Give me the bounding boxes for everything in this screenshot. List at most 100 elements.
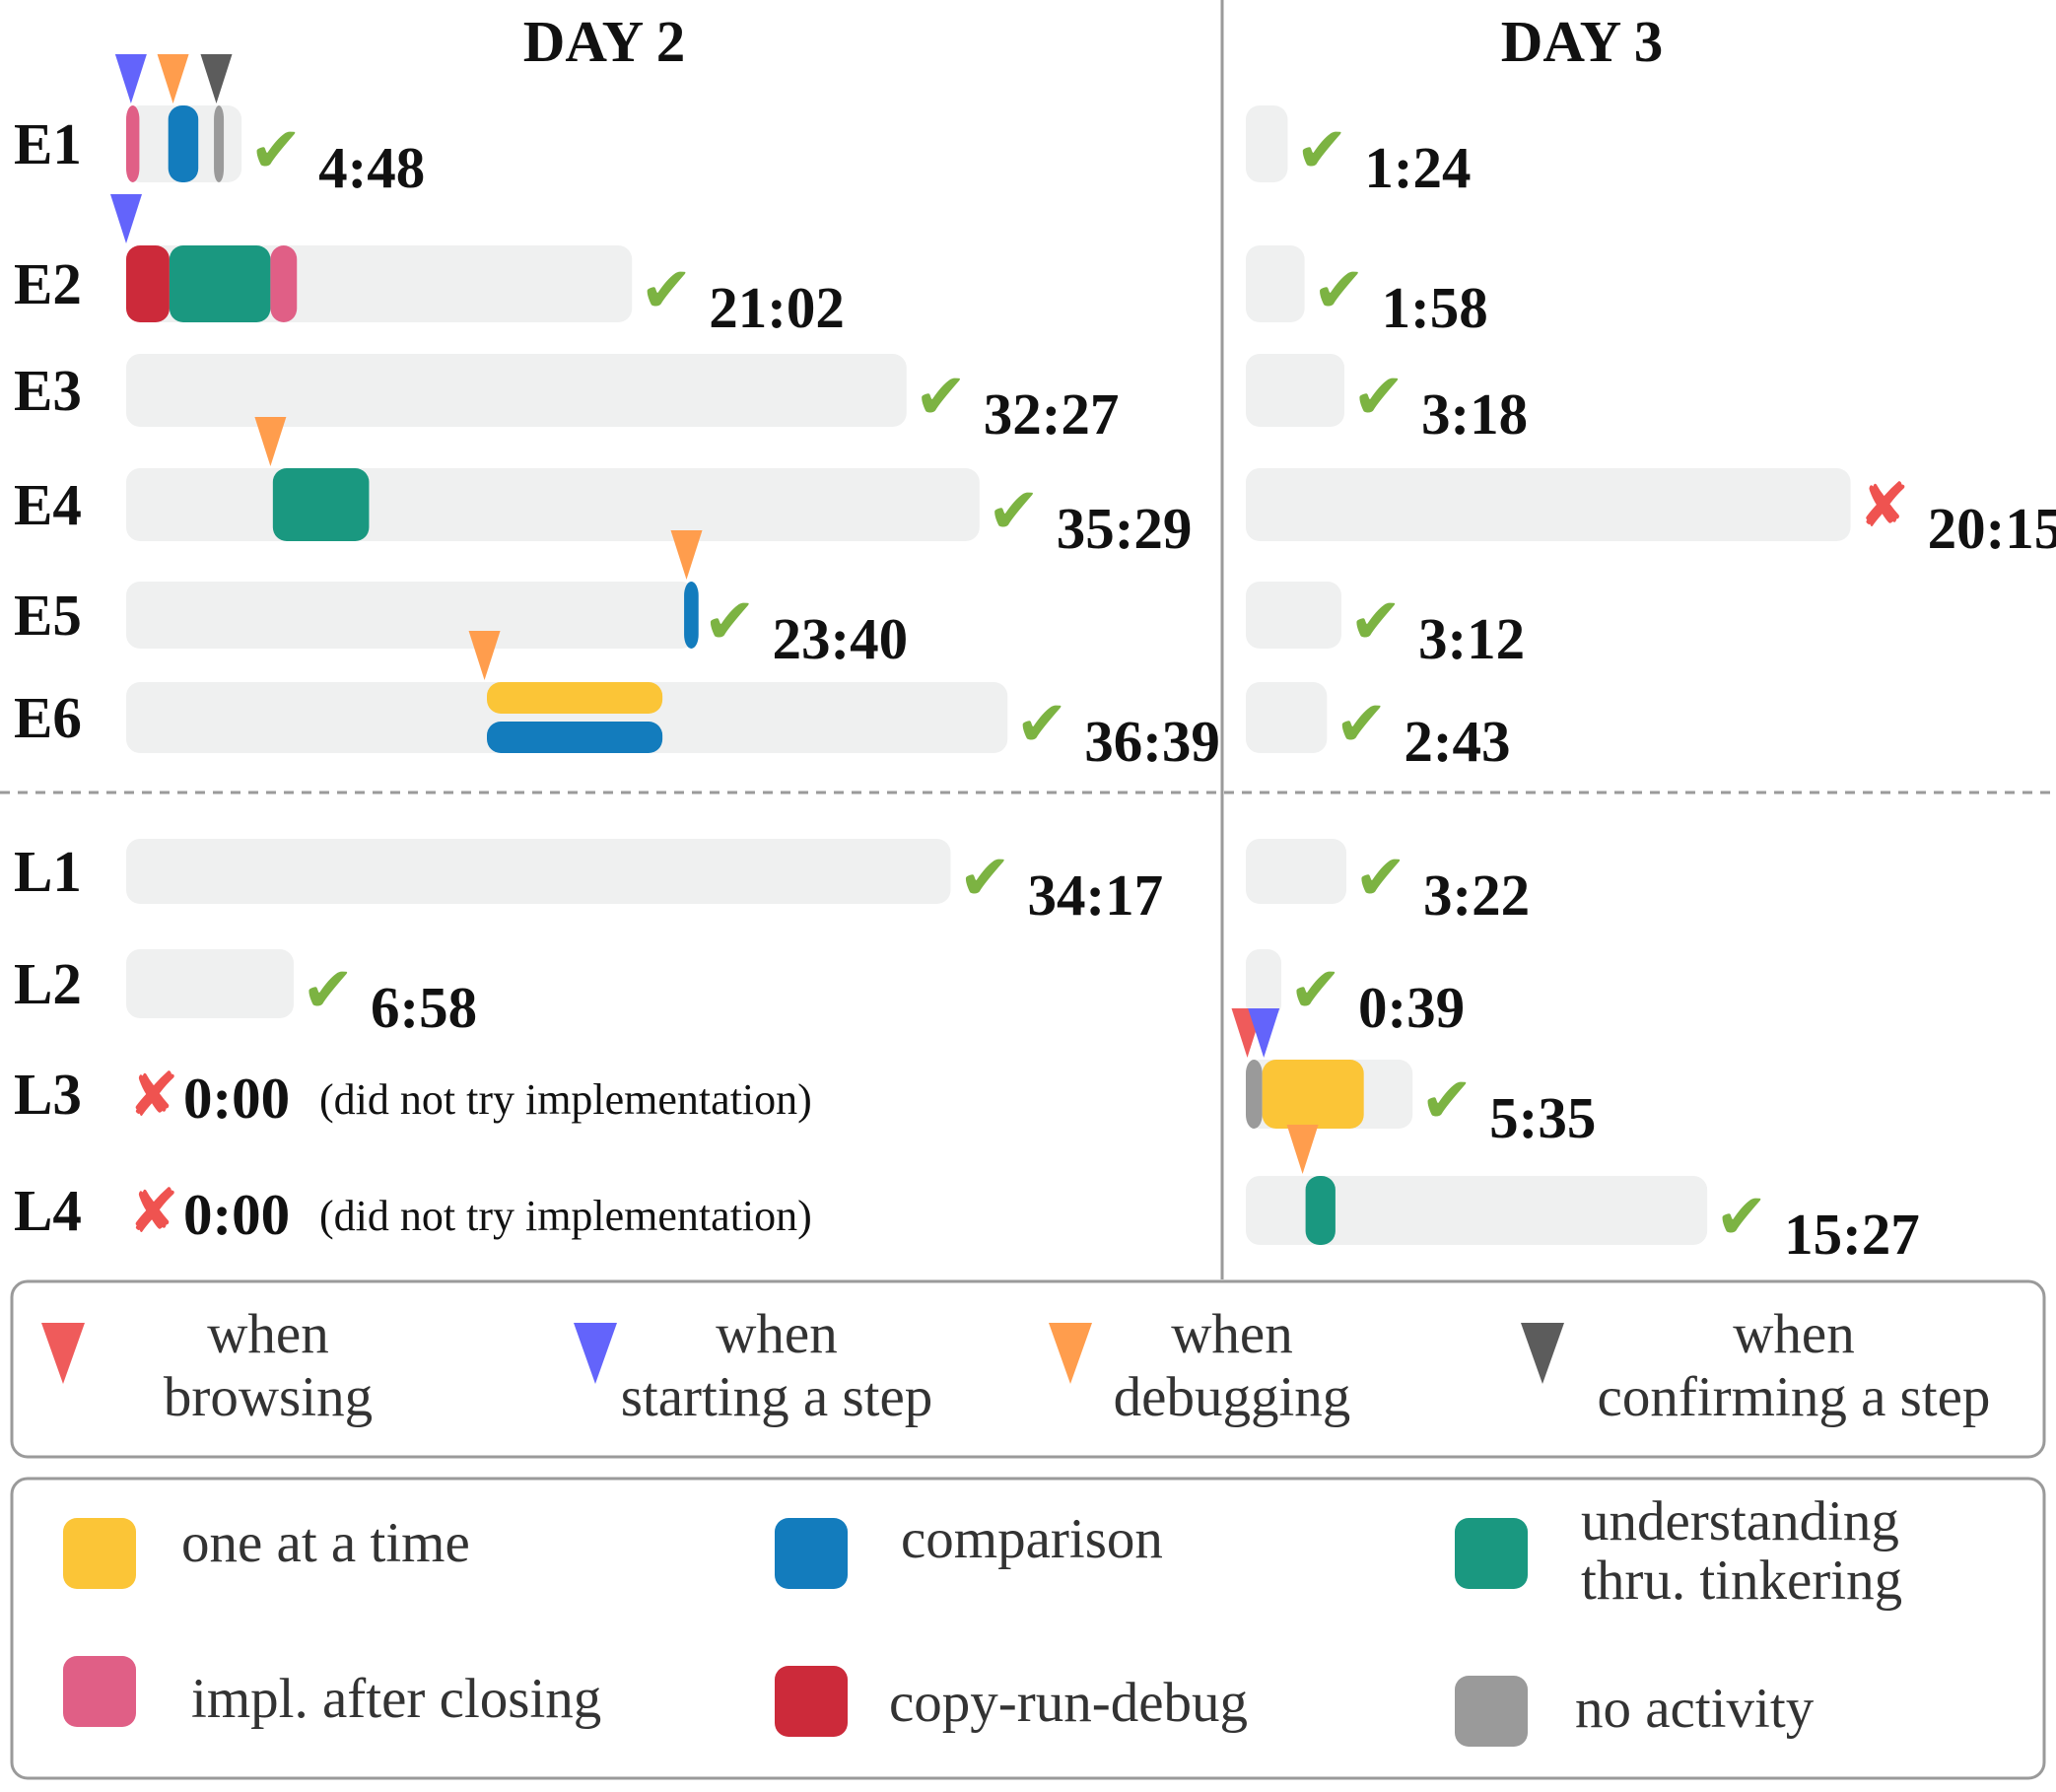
row-e4-day2-segment-tinkering-0 xyxy=(272,468,370,541)
row-label-e2: E2 xyxy=(14,251,82,316)
row-label-l1: L1 xyxy=(14,839,82,904)
row-e6-day2-time-label: 36:39 xyxy=(1084,709,1220,774)
row-e5-day2-check-mark: ✔ xyxy=(703,586,756,658)
row-l4-day3-time-label: 15:27 xyxy=(1784,1202,1920,1267)
row-l3-day2-time-label: 0:00 xyxy=(183,1066,290,1131)
row-e1-day2-time-label: 4:48 xyxy=(318,135,425,200)
row-label-l2: L2 xyxy=(14,951,82,1016)
row-l2-day2-bar-background xyxy=(126,949,294,1018)
row-label-l3: L3 xyxy=(14,1062,82,1127)
row-l2-day3-time-label: 0:39 xyxy=(1358,975,1465,1040)
row-e2-day3-time-label: 1:58 xyxy=(1382,275,1488,340)
row-e4-day2-marker-debugging-0 xyxy=(254,417,287,466)
row-e3-day2-check-mark: ✔ xyxy=(915,361,968,434)
row-l1-day2-check-mark: ✔ xyxy=(959,842,1012,915)
row-e1-day2-marker-starting-0 xyxy=(114,54,147,103)
row-e6-day2-segment-onetime-0 xyxy=(487,682,663,714)
row-e5-day3-bar-background xyxy=(1246,582,1341,649)
legend-marker-starting-line2: starting a step xyxy=(621,1366,933,1428)
row-e1-day3-time-label: 1:24 xyxy=(1364,135,1471,200)
legend-swatch-comparison xyxy=(775,1518,848,1589)
row-e4-day3-time-label: 20:15 xyxy=(1928,496,2056,561)
row-label-e3: E3 xyxy=(14,358,82,423)
legend-marker-browsing-line1: when xyxy=(207,1303,328,1365)
row-e6-day3-bar-background xyxy=(1246,682,1328,753)
row-label-e6: E6 xyxy=(14,685,82,750)
row-e3-day3-time-label: 3:18 xyxy=(1421,381,1528,447)
legend-marker-confirming-line2: confirming a step xyxy=(1598,1366,1991,1428)
row-e1-day3-check-mark: ✔ xyxy=(1295,114,1348,187)
row-l2-day3-check-mark: ✔ xyxy=(1289,954,1342,1027)
row-e2-day2-time-label: 21:02 xyxy=(709,275,845,340)
row-e3-day3-check-mark: ✔ xyxy=(1352,361,1405,434)
row-e1-day2-marker-debugging-1 xyxy=(157,54,189,103)
row-e2-day3-check-mark: ✔ xyxy=(1313,254,1366,327)
legend-marker-browsing-line2: browsing xyxy=(164,1366,373,1428)
row-l1-day2-time-label: 34:17 xyxy=(1028,862,1164,928)
row-e2-day2-segment-impl-2 xyxy=(270,245,298,322)
row-e3-day2-bar-background xyxy=(126,354,907,427)
row-l3-day3-time-label: 5:35 xyxy=(1489,1085,1596,1150)
row-e4-day2-check-mark: ✔ xyxy=(988,475,1041,548)
legend-marker-debugging-line2: debugging xyxy=(1114,1366,1351,1428)
legend-marker-starting-icon xyxy=(574,1323,617,1384)
row-l3-day2-cross-mark: ✘ xyxy=(128,1059,179,1131)
row-label-l4: L4 xyxy=(14,1178,82,1243)
row-l4-day3-check-mark: ✔ xyxy=(1715,1181,1768,1254)
row-l1-day3-bar-background xyxy=(1246,839,1347,904)
row-e4-day2-time-label: 35:29 xyxy=(1057,496,1193,561)
legend-swatch-onetime xyxy=(63,1518,136,1589)
row-l3-day3-check-mark: ✔ xyxy=(1420,1065,1473,1137)
row-l4-day2-time-label: 0:00 xyxy=(183,1182,290,1247)
row-l1-day3-time-label: 3:22 xyxy=(1423,862,1530,928)
legend-label-none-0: no activity xyxy=(1575,1678,1815,1740)
row-e1-day2-marker-confirming-2 xyxy=(200,54,233,103)
row-e4-day3-cross-mark: ✘ xyxy=(1859,469,1910,541)
row-l4-day2-cross-mark: ✘ xyxy=(128,1175,179,1247)
row-l3-day3-marker-starting-1 xyxy=(1248,1008,1280,1058)
row-e1-day2-segment-comparison-1 xyxy=(168,105,199,182)
row-e3-day2-time-label: 32:27 xyxy=(984,381,1120,447)
row-e1-day2-segment-impl-0 xyxy=(126,105,140,182)
row-e6-day3-check-mark: ✔ xyxy=(1335,688,1388,761)
row-l4-day3-segment-tinkering-0 xyxy=(1305,1176,1336,1245)
row-l4-day2-note-label: (did not try implementation) xyxy=(319,1192,812,1240)
day-title-day2: DAY 2 xyxy=(523,9,685,74)
row-e5-day2-time-label: 23:40 xyxy=(772,606,908,671)
row-e6-day2-check-mark: ✔ xyxy=(1015,688,1068,761)
row-e2-day2-marker-starting-0 xyxy=(110,194,142,243)
legend-swatch-impl xyxy=(63,1656,136,1727)
row-e2-day2-segment-tinkering-1 xyxy=(169,245,271,322)
row-l2-day3-bar-background xyxy=(1246,949,1281,1018)
row-e6-day3-time-label: 2:43 xyxy=(1404,709,1510,774)
row-e1-day3-bar-background xyxy=(1246,105,1288,182)
row-e2-day2-check-mark: ✔ xyxy=(640,254,693,327)
row-e2-day2-segment-copyrun-0 xyxy=(126,245,170,322)
row-l3-day2-note-label: (did not try implementation) xyxy=(319,1075,812,1124)
legend-label-impl-0: impl. after closing xyxy=(191,1668,601,1730)
legend-marker-debugging-icon xyxy=(1049,1323,1092,1384)
row-e4-day2-bar-background xyxy=(126,468,980,541)
category-legend-box xyxy=(10,1477,2046,1780)
row-l1-day2-bar-background xyxy=(126,839,951,904)
row-l3-day3-segment-none-0 xyxy=(1246,1060,1263,1129)
legend-label-tinkering-1: thru. tinkering xyxy=(1581,1550,1902,1612)
legend-marker-browsing-icon xyxy=(41,1323,85,1384)
row-e6-day2-bar-background xyxy=(126,682,1008,753)
legend-label-copyrun-0: copy-run-debug xyxy=(889,1672,1248,1734)
legend-swatch-tinkering xyxy=(1455,1518,1528,1589)
legend-marker-debugging-line1: when xyxy=(1171,1303,1292,1365)
row-e2-day3-bar-background xyxy=(1246,245,1305,322)
legend-marker-confirming-icon xyxy=(1521,1323,1564,1384)
legend-swatch-copyrun xyxy=(775,1666,848,1737)
row-label-e1: E1 xyxy=(14,111,82,176)
row-e5-day2-bar-background xyxy=(126,582,696,649)
row-label-e5: E5 xyxy=(14,583,82,648)
row-e6-day2-segment-comparison-1 xyxy=(487,722,663,753)
row-e5-day3-time-label: 3:12 xyxy=(1418,606,1525,671)
row-l2-day2-check-mark: ✔ xyxy=(302,954,355,1027)
row-e3-day3-bar-background xyxy=(1246,354,1344,427)
legend-marker-starting-line1: when xyxy=(716,1303,837,1365)
row-e5-day3-check-mark: ✔ xyxy=(1349,586,1403,658)
